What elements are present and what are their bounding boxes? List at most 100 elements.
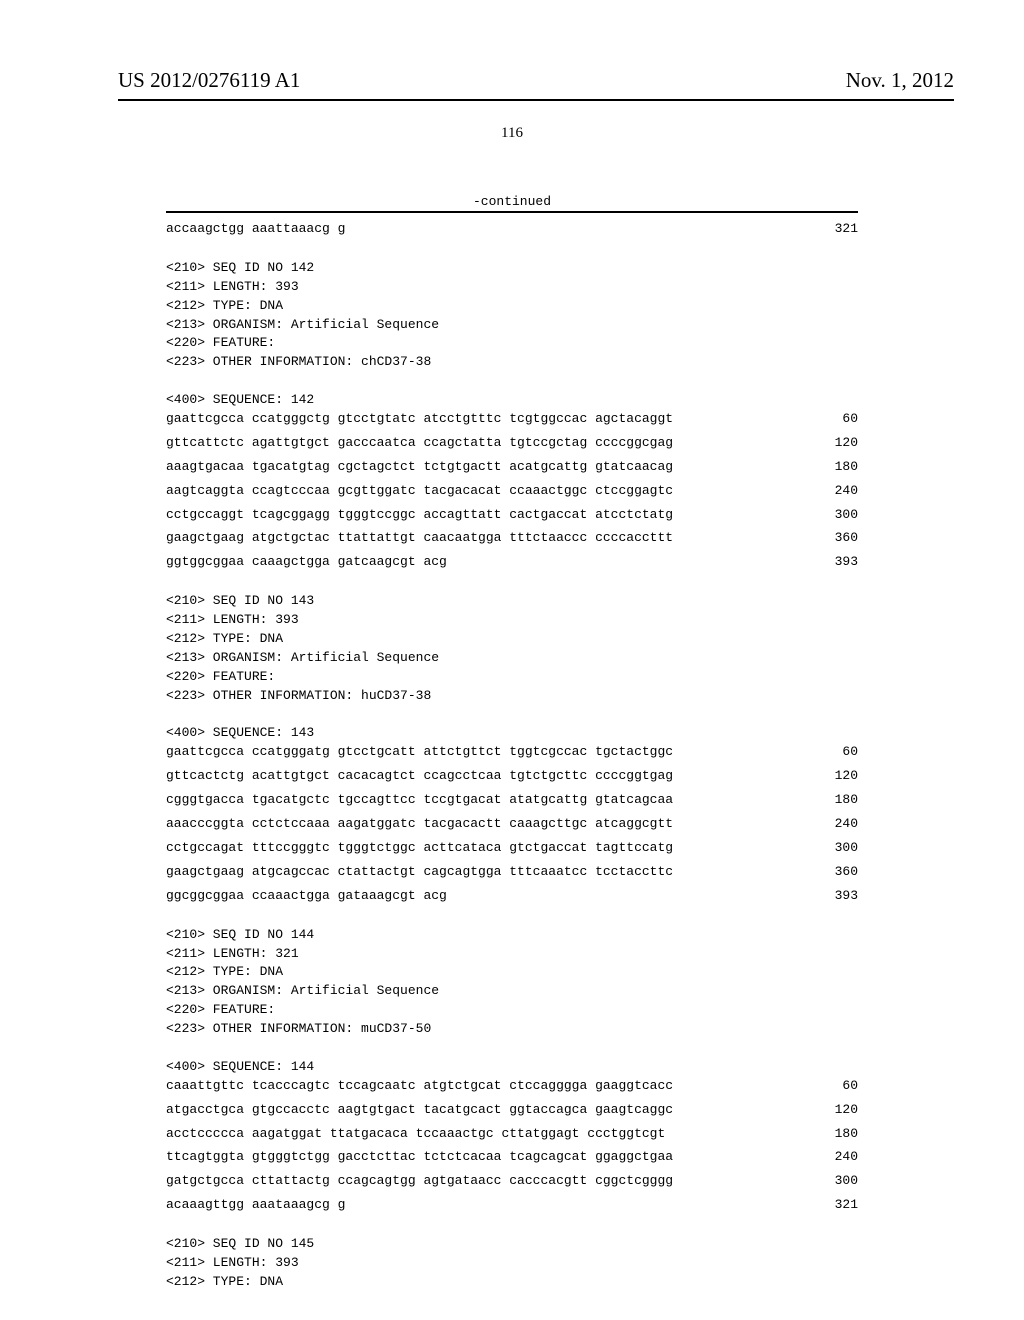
sequence-row: accaagctgg aaattaaacg g 321 — [166, 221, 858, 238]
sequence-position: 300 — [818, 507, 858, 524]
sequence-position: 240 — [818, 816, 858, 833]
sequence-position: 360 — [818, 864, 858, 881]
sequence-text: atgacctgca gtgccacctc aagtgtgact tacatgc… — [166, 1102, 673, 1119]
sequence-text: gaagctgaag atgctgctac ttattattgt caacaat… — [166, 530, 673, 547]
sequence-meta-line: <211> LENGTH: 393 — [166, 1255, 858, 1272]
sequence-position: 321 — [818, 1197, 858, 1214]
sequence-meta-line — [166, 373, 858, 390]
sequence-row: atgacctgca gtgccacctc aagtgtgact tacatgc… — [166, 1102, 858, 1119]
sequence-meta-line — [166, 707, 858, 724]
sequence-block: <210> SEQ ID NO 143 <211> LENGTH: 393 <212… — [166, 593, 858, 904]
sequence-meta-line: <400> SEQUENCE: 143 — [166, 725, 858, 742]
sequence-text: aagtcaggta ccagtcccaa gcgttggatc tacgaca… — [166, 483, 673, 500]
sequence-block: <210> SEQ ID NO 142 <211> LENGTH: 393 <212… — [166, 260, 858, 571]
sequence-meta-line: <213> ORGANISM: Artificial Sequence — [166, 983, 858, 1000]
publication-number: US 2012/0276119 A1 — [118, 68, 300, 93]
sequence-position: 393 — [818, 554, 858, 571]
sequence-row: cgggtgacca tgacatgctc tgccagttcc tccgtga… — [166, 792, 858, 809]
sequence-row: gaattcgcca ccatgggctg gtcctgtatc atcctgt… — [166, 411, 858, 428]
sequence-text: cgggtgacca tgacatgctc tgccagttcc tccgtga… — [166, 792, 673, 809]
sequence-meta-line: <220> FEATURE: — [166, 1002, 858, 1019]
sequence-orphan-row: accaagctgg aaattaaacg g 321 — [166, 221, 858, 238]
sequence-position: 120 — [818, 435, 858, 452]
sequence-meta-line — [166, 1040, 858, 1057]
sequence-meta-line: <211> LENGTH: 393 — [166, 612, 858, 629]
sequence-text: accaagctgg aaattaaacg g — [166, 221, 345, 238]
sequence-meta-line: <211> LENGTH: 321 — [166, 946, 858, 963]
sequence-rows: gaattcgcca ccatgggatg gtcctgcatt attctgt… — [166, 744, 858, 904]
sequence-position: 360 — [818, 530, 858, 547]
sequence-block: <210> SEQ ID NO 144 <211> LENGTH: 321<212… — [166, 927, 858, 1214]
sequence-row: cctgccaggt tcagcggagg tgggtccggc accagtt… — [166, 507, 858, 524]
page-header: US 2012/0276119 A1 Nov. 1, 2012 — [0, 0, 1024, 93]
header-rule — [118, 99, 954, 101]
sequence-meta-line: <212> TYPE: DNA — [166, 298, 858, 315]
sequence-rows: gaattcgcca ccatgggctg gtcctgtatc atcctgt… — [166, 411, 858, 571]
sequence-text: gaattcgcca ccatgggctg gtcctgtatc atcctgt… — [166, 411, 673, 428]
sequence-position: 60 — [818, 1078, 858, 1095]
sequence-meta-line: <220> FEATURE: — [166, 335, 858, 352]
sequence-meta-line: <400> SEQUENCE: 142 — [166, 392, 858, 409]
sequence-meta-line: <213> ORGANISM: Artificial Sequence — [166, 317, 858, 334]
sequence-row: aagtcaggta ccagtcccaa gcgttggatc tacgaca… — [166, 483, 858, 500]
sequence-row: gaagctgaag atgcagccac ctattactgt cagcagt… — [166, 864, 858, 881]
sequence-listing: accaagctgg aaattaaacg g 321 <210> SEQ ID… — [166, 221, 858, 1291]
sequence-text: aaacccggta cctctccaaa aagatggatc tacgaca… — [166, 816, 673, 833]
sequence-position: 180 — [818, 1126, 858, 1143]
sequence-text: gatgctgcca cttattactg ccagcagtgg agtgata… — [166, 1173, 673, 1190]
sequence-row: ggcggcggaa ccaaactgga gataaagcgt acg393 — [166, 888, 858, 905]
sequence-position: 120 — [818, 768, 858, 785]
sequence-meta-line: <223> OTHER INFORMATION: muCD37-50 — [166, 1021, 858, 1038]
sequence-row: gaattcgcca ccatgggatg gtcctgcatt attctgt… — [166, 744, 858, 761]
sequence-row: aaacccggta cctctccaaa aagatggatc tacgaca… — [166, 816, 858, 833]
sequence-position: 180 — [818, 459, 858, 476]
sequence-position: 240 — [818, 1149, 858, 1166]
sequence-text: caaattgttc tcacccagtc tccagcaatc atgtctg… — [166, 1078, 673, 1095]
sequence-meta-line: <213> ORGANISM: Artificial Sequence — [166, 650, 858, 667]
sequence-position: 180 — [818, 792, 858, 809]
sequence-position: 300 — [818, 1173, 858, 1190]
sequence-meta-line: <220> FEATURE: — [166, 669, 858, 686]
sequence-row: gaagctgaag atgctgctac ttattattgt caacaat… — [166, 530, 858, 547]
sequence-meta-line: <210> SEQ ID NO 143 — [166, 593, 858, 610]
sequence-row: acaaagttgg aaataaagcg g 321 — [166, 1197, 858, 1214]
sequence-position: 300 — [818, 840, 858, 857]
sequence-row: aaagtgacaa tgacatgtag cgctagctct tctgtga… — [166, 459, 858, 476]
sequence-position: 321 — [818, 221, 858, 238]
sequence-meta-line: <212> TYPE: DNA — [166, 964, 858, 981]
sequence-row: gatgctgcca cttattactg ccagcagtgg agtgata… — [166, 1173, 858, 1190]
content-top-rule — [166, 211, 858, 213]
sequence-text: gaagctgaag atgcagccac ctattactgt cagcagt… — [166, 864, 673, 881]
sequence-row: ggtggcggaa caaagctgga gatcaagcgt acg 393 — [166, 554, 858, 571]
page-number: 116 — [0, 125, 1024, 142]
sequence-position: 120 — [818, 1102, 858, 1119]
sequence-position: 240 — [818, 483, 858, 500]
sequence-meta-line: <210> SEQ ID NO 144 — [166, 927, 858, 944]
sequence-row: caaattgttc tcacccagtc tccagcaatc atgtctg… — [166, 1078, 858, 1095]
sequence-meta-line: <212> TYPE: DNA — [166, 631, 858, 648]
sequence-row: cctgccagat tttccgggtc tgggtctggc acttcat… — [166, 840, 858, 857]
sequence-text: cctgccaggt tcagcggagg tgggtccggc accagtt… — [166, 507, 673, 524]
sequence-position: 60 — [818, 411, 858, 428]
sequence-meta-line: <212> TYPE: DNA — [166, 1274, 858, 1291]
sequence-text: ttcagtggta gtgggtctgg gacctcttac tctctca… — [166, 1149, 673, 1166]
sequence-text: cctgccagat tttccgggtc tgggtctggc acttcat… — [166, 840, 673, 857]
sequence-text: ggcggcggaa ccaaactgga gataaagcgt acg — [166, 888, 447, 905]
sequence-row: ttcagtggta gtgggtctgg gacctcttac tctctca… — [166, 1149, 858, 1166]
sequence-text: gttcattctc agattgtgct gacccaatca ccagcta… — [166, 435, 673, 452]
sequence-text: gttcactctg acattgtgct cacacagtct ccagcct… — [166, 768, 673, 785]
sequence-row: gttcactctg acattgtgct cacacagtct ccagcct… — [166, 768, 858, 785]
sequence-meta-line: <223> OTHER INFORMATION: chCD37-38 — [166, 354, 858, 371]
sequence-text: gaattcgcca ccatgggatg gtcctgcatt attctgt… — [166, 744, 673, 761]
sequence-meta-line: <223> OTHER INFORMATION: huCD37-38 — [166, 688, 858, 705]
sequence-row: gttcattctc agattgtgct gacccaatca ccagcta… — [166, 435, 858, 452]
sequence-block: <210> SEQ ID NO 145 <211> LENGTH: 393 <212… — [166, 1236, 858, 1291]
sequence-meta-line: <400> SEQUENCE: 144 — [166, 1059, 858, 1076]
sequence-text: acaaagttgg aaataaagcg g — [166, 1197, 345, 1214]
sequence-meta-line: <210> SEQ ID NO 142 — [166, 260, 858, 277]
sequence-meta-line: <210> SEQ ID NO 145 — [166, 1236, 858, 1253]
sequence-text: acctccccca aagatggat ttatgacaca tccaaact… — [166, 1126, 665, 1143]
sequence-text: aaagtgacaa tgacatgtag cgctagctct tctgtga… — [166, 459, 673, 476]
sequence-text: ggtggcggaa caaagctgga gatcaagcgt acg — [166, 554, 447, 571]
sequence-meta-line: <211> LENGTH: 393 — [166, 279, 858, 296]
